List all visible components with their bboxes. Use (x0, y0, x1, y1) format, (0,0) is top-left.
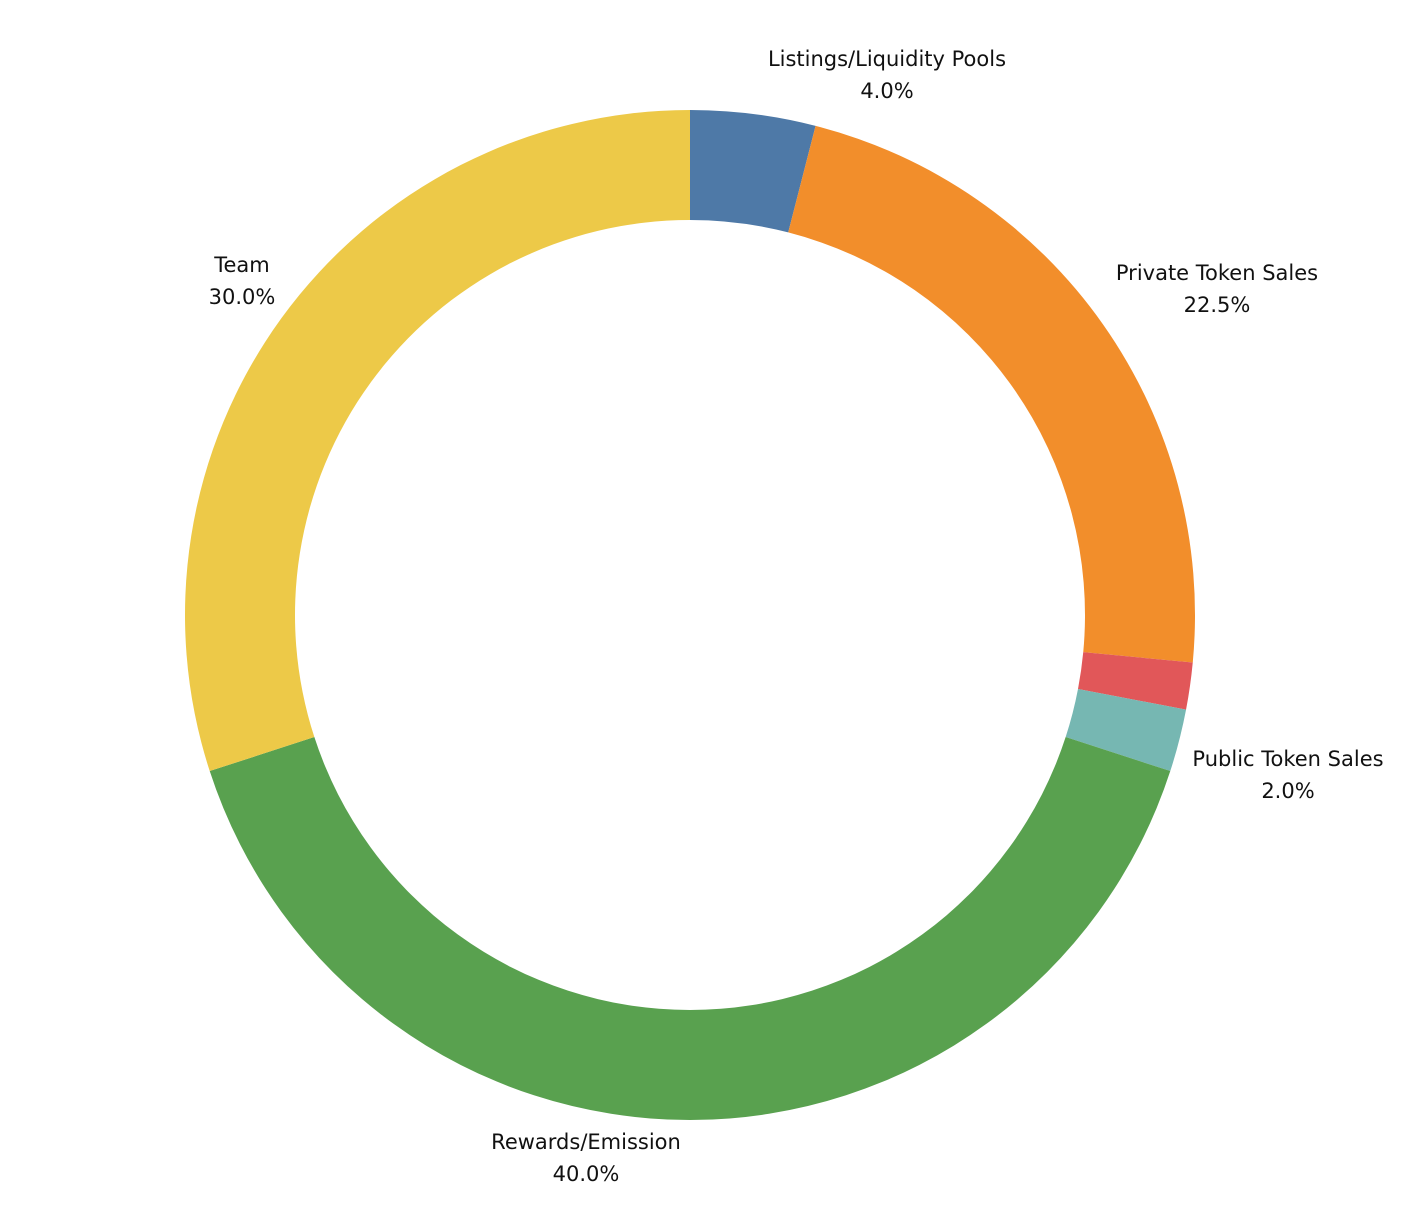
donut-segment (1078, 652, 1193, 710)
slice-value-label: 22.5% (1184, 293, 1251, 317)
slice-value-label: 2.0% (1261, 779, 1314, 803)
donut-segment (209, 737, 1171, 1121)
slice-label: Team (213, 253, 270, 277)
slice-value-label: 30.0% (209, 285, 276, 309)
donut-segment (184, 110, 690, 772)
donut-segment (1065, 689, 1187, 772)
slice-label: Public Token Sales (1192, 747, 1383, 771)
slice-label: Private Token Sales (1116, 261, 1318, 285)
slice-value-label: 4.0% (860, 79, 913, 103)
slice-label: Listings/Liquidity Pools (768, 47, 1006, 71)
slice-label: Rewards/Emission (491, 1130, 681, 1154)
donut-segment (690, 110, 816, 233)
slice-value-label: 40.0% (553, 1162, 620, 1186)
donut-segment (788, 125, 1195, 663)
